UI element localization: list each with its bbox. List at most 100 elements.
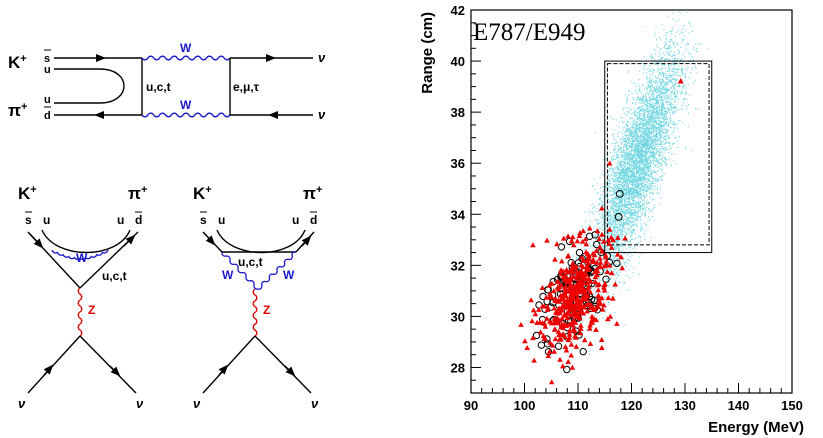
background-triangle [563,267,570,272]
p1-nu-right-line [79,335,137,394]
x-tick-label: 110 [568,398,589,413]
background-triangle [601,302,607,308]
background-triangle [577,306,583,312]
background-triangle [551,288,557,294]
background-triangle [551,326,558,332]
background-triangle [544,306,551,312]
signal-region-solid [604,60,713,254]
background-triangle [579,275,585,281]
background-triangle [560,331,566,337]
background-triangle [557,268,564,274]
background-triangle [576,297,582,303]
p1-nu-left-arrow [43,364,54,376]
background-triangle [558,271,564,277]
background-triangle [577,230,583,236]
w-boson-bottom [141,112,231,118]
background-triangle [597,263,603,269]
background-triangle [614,320,620,326]
background-triangle [615,234,621,240]
background-triangle [599,295,605,301]
candidate-triangle [677,77,684,84]
x-tick-label: 130 [674,398,696,413]
p2-z-boson [252,288,258,337]
p1-u1-label: u [43,213,50,227]
p1-nu-right-arrow [109,365,121,377]
background-triangle [566,310,572,316]
p2-nu-left-label: ν [193,396,201,411]
box-quarks-label: u,c,t [146,80,171,94]
background-triangle [556,336,563,342]
candidate-circle [615,189,624,198]
background-triangle [542,335,548,341]
background-triangle [588,317,595,323]
background-triangle [595,304,601,310]
candidate-circle [614,212,623,221]
background-triangle [573,343,580,349]
background-triangle [602,252,609,258]
box-leptons-label: e,μ,τ [233,80,260,94]
u-ubar-line [54,68,125,104]
box-sbar-label: s [44,53,50,65]
p1-sbar-label: s [25,213,32,227]
y-tick-label: 42 [451,3,465,18]
background-triangle [571,283,578,289]
background-triangle [577,330,584,336]
box-diagram: K+ π+ s u u d W W u,c,t e,μ,τ ν ν [8,41,326,122]
background-triangle [539,303,546,309]
p2-u1-label: u [218,213,225,227]
background-triangle [569,364,576,370]
background-triangle [566,298,572,304]
background-triangle [583,296,590,302]
background-triangle [539,285,546,290]
background-triangle [549,342,556,348]
x-tick-label: 150 [781,398,803,413]
simulation-cloud [556,11,709,365]
background-triangle [562,301,568,307]
background-triangle [578,322,584,328]
background-triangle [599,231,605,237]
background-triangle [601,287,608,293]
background-triangle [568,277,574,283]
background-circle [557,243,566,251]
p2-nu-right-label: ν [311,396,319,411]
background-triangle [566,334,573,340]
box-pi-label: π+ [8,101,27,120]
x-tick-label: 120 [621,398,643,413]
w-boson-top [141,55,231,61]
background-triangle [574,275,580,281]
background-triangle [548,320,555,326]
background-triangle [555,278,561,284]
background-triangle [561,304,567,310]
chart-title: E787/E949 [473,19,586,46]
background-triangle [562,272,568,278]
p1-w-label: W [76,251,88,265]
p1-z-boson [77,287,83,337]
p2-nu-left-arrow [218,364,229,376]
background-triangle [531,357,537,363]
background-triangle [563,293,569,299]
y-tick-label: 28 [451,360,465,375]
x-tick-label: 100 [514,398,536,413]
background-triangle [571,317,577,323]
background-circle [575,248,584,257]
box-dbar-label: d [44,110,51,122]
background-triangle [584,308,590,314]
background-triangle [599,248,605,254]
background-triangle [544,237,550,243]
p2-z-label: Z [263,303,270,317]
background-triangle [606,226,613,232]
background-triangle [565,252,572,258]
background-triangle [586,266,592,271]
background-triangle [552,336,559,342]
background-triangle [551,305,557,311]
background-triangle [618,254,624,260]
background-triangle [570,311,577,317]
box-nu-bottom-label: ν [318,107,326,122]
p2-spectator-arc [216,229,306,254]
background-triangle [542,323,549,329]
p2-w-left-label: W [222,268,234,282]
background-triangle [594,272,600,278]
background-triangle [597,255,603,261]
background-triangle [608,244,615,250]
p1-k-label: K+ [18,184,37,203]
